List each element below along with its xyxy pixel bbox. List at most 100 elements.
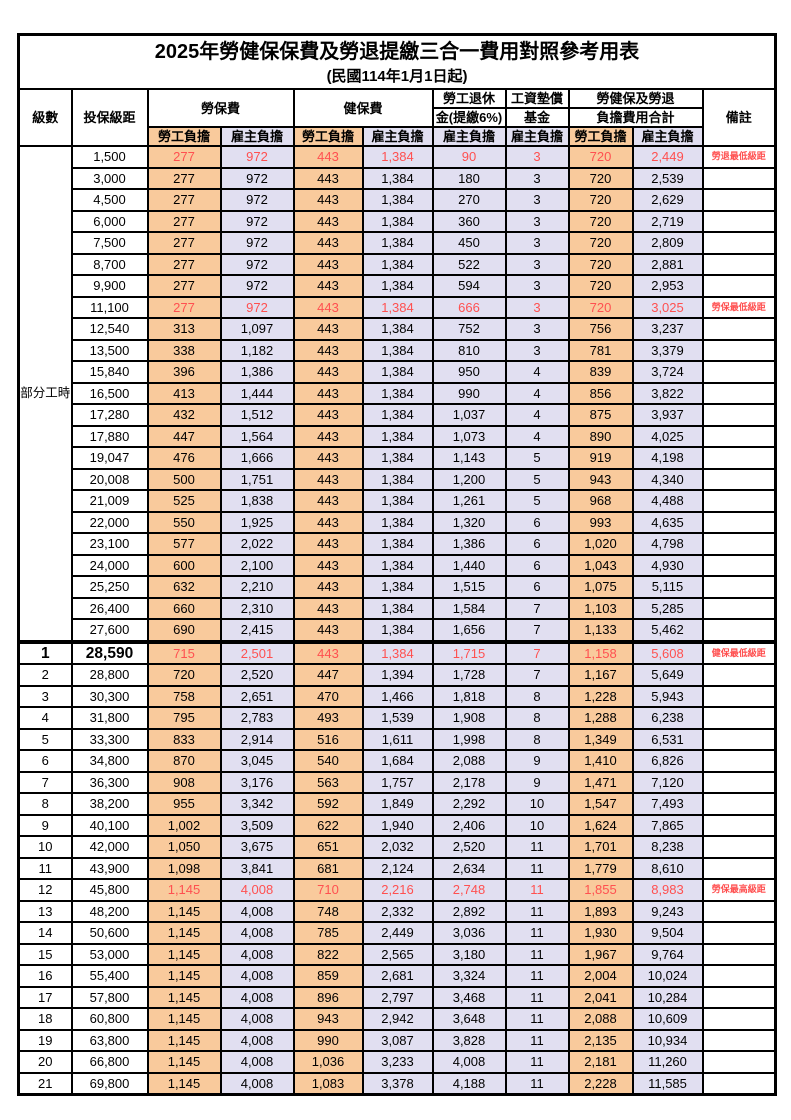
total-employer-cell: 10,609 xyxy=(631,1007,704,1031)
health-employee-cell: 710 xyxy=(292,878,364,902)
table-row: 7,500 277 972 443 1,384 450 3 720 2,809 xyxy=(19,231,777,255)
bracket-cell: 40,100 xyxy=(70,813,149,837)
bracket-cell: 66,800 xyxy=(70,1050,149,1074)
total-employee-cell: 720 xyxy=(567,295,634,319)
bracket-cell: 20,008 xyxy=(70,467,149,491)
bracket-cell: 6,000 xyxy=(70,209,149,233)
health-employee-cell: 443 xyxy=(292,231,364,255)
bracket-cell: 43,900 xyxy=(70,856,149,880)
pension-employer-cell: 3,324 xyxy=(431,964,507,988)
wage-fund-employer-cell: 10 xyxy=(504,813,570,837)
wage-fund-employer-cell: 11 xyxy=(504,1007,570,1031)
labor-employer-cell: 1,097 xyxy=(219,317,295,341)
pension-employer-cell: 1,386 xyxy=(431,532,507,556)
health-employer-cell: 1,384 xyxy=(361,209,434,233)
pension-employer-cell: 2,634 xyxy=(431,856,507,880)
health-employee-cell: 1,083 xyxy=(292,1071,364,1096)
bracket-cell: 55,400 xyxy=(70,964,149,988)
wage-fund-employer-cell: 7 xyxy=(504,618,570,643)
total-employer-cell: 3,822 xyxy=(631,381,704,405)
health-employer-cell: 1,384 xyxy=(361,553,434,577)
total-employer-cell: 9,504 xyxy=(631,921,704,945)
health-employer-cell: 1,384 xyxy=(361,188,434,212)
table-row: 3,000 277 972 443 1,384 180 3 720 2,539 xyxy=(19,166,777,190)
bracket-cell: 21,009 xyxy=(70,489,149,513)
subheader-pension-employer: 雇主負擔 xyxy=(431,126,507,147)
health-employer-cell: 2,565 xyxy=(361,942,434,966)
pension-employer-cell: 1,037 xyxy=(431,403,507,427)
table-row: 23,100 577 2,022 443 1,384 1,386 6 1,020 4,798 xyxy=(19,532,777,556)
labor-employer-cell: 972 xyxy=(219,188,295,212)
total-employee-cell: 720 xyxy=(567,252,634,276)
table-row: 21 69,800 1,145 4,008 1,083 3,378 4,188 11 2,228… xyxy=(17,1071,777,1096)
labor-employer-cell: 3,841 xyxy=(219,856,295,880)
note-cell xyxy=(701,188,777,212)
table-row: 5 33,300 833 2,914 516 1,611 1,998 8 1,349 6,531 xyxy=(17,727,777,751)
table-row: 9 40,100 1,002 3,509 622 1,940 2,406 10 1,624 7,8… xyxy=(17,813,777,837)
labor-employer-cell: 2,100 xyxy=(219,553,295,577)
total-employee-cell: 1,967 xyxy=(567,942,634,966)
labor-employee-cell: 1,002 xyxy=(146,813,222,837)
health-employee-cell: 943 xyxy=(292,1007,364,1031)
header-pension-line2: 金(提繳6%) xyxy=(431,107,507,128)
wage-fund-employer-cell: 9 xyxy=(504,749,570,773)
health-employer-cell: 1,684 xyxy=(361,749,434,773)
labor-employer-cell: 4,008 xyxy=(219,921,295,945)
note-cell xyxy=(701,252,777,276)
pension-employer-cell: 1,440 xyxy=(431,553,507,577)
labor-employer-cell: 2,651 xyxy=(219,684,295,708)
table-row: 17 57,800 1,145 4,008 896 2,797 3,468 11 2,041 10… xyxy=(17,985,777,1009)
level-cell: 21 xyxy=(17,1071,73,1096)
pension-employer-cell: 1,200 xyxy=(431,467,507,491)
wage-fund-employer-cell: 11 xyxy=(504,1050,570,1074)
table-row: 19,047 476 1,666 443 1,384 1,143 5 919 4,198 xyxy=(19,446,777,470)
labor-employer-cell: 1,444 xyxy=(219,381,295,405)
header-pension-line1: 勞工退休 xyxy=(431,88,507,109)
total-employer-cell: 10,934 xyxy=(631,1028,704,1052)
note-cell: 勞退最低級距 xyxy=(701,145,777,169)
table-row: 24,000 600 2,100 443 1,384 1,440 6 1,043 4,930 xyxy=(19,553,777,577)
health-employer-cell: 1,384 xyxy=(361,467,434,491)
total-employee-cell: 1,547 xyxy=(567,792,634,816)
health-employer-cell: 1,394 xyxy=(361,663,434,687)
labor-employee-cell: 908 xyxy=(146,770,222,794)
table-row: 16,500 413 1,444 443 1,384 990 4 856 3,822 xyxy=(19,381,777,405)
labor-employer-cell: 4,008 xyxy=(219,1050,295,1074)
labor-employee-cell: 413 xyxy=(146,381,222,405)
pension-employer-cell: 90 xyxy=(431,145,507,169)
header-row-3: 勞工負擔 雇主負擔 勞工負擔 雇主負擔 雇主負擔 雇主負擔 勞工負擔 雇主負擔 xyxy=(19,126,776,147)
header-level: 級數 xyxy=(17,88,73,147)
labor-employee-cell: 758 xyxy=(146,684,222,708)
level-cell: 14 xyxy=(17,921,73,945)
pension-employer-cell: 1,584 xyxy=(431,596,507,620)
wage-fund-employer-cell: 3 xyxy=(504,209,570,233)
wage-fund-employer-cell: 4 xyxy=(504,360,570,384)
total-employer-cell: 3,937 xyxy=(631,403,704,427)
health-employee-cell: 493 xyxy=(292,706,364,730)
header-wage-fund-line1: 工資墊償 xyxy=(504,88,570,109)
total-employer-cell: 4,635 xyxy=(631,510,704,534)
note-cell xyxy=(701,381,777,405)
health-employer-cell: 1,384 xyxy=(361,381,434,405)
health-employee-cell: 622 xyxy=(292,813,364,837)
total-employer-cell: 2,809 xyxy=(631,231,704,255)
wage-fund-employer-cell: 3 xyxy=(504,188,570,212)
labor-employer-cell: 1,564 xyxy=(219,424,295,448)
labor-employee-cell: 1,145 xyxy=(146,899,222,923)
health-employee-cell: 443 xyxy=(292,596,364,620)
table-row: 10 42,000 1,050 3,675 651 2,032 2,520 11 1,701 8,… xyxy=(17,835,777,859)
table-row: 7 36,300 908 3,176 563 1,757 2,178 9 1,471 7,120 xyxy=(17,770,777,794)
note-cell xyxy=(701,1050,777,1074)
table-row: 27,600 690 2,415 443 1,384 1,656 7 1,133 5,462 xyxy=(19,618,777,643)
total-employer-cell: 6,238 xyxy=(631,706,704,730)
health-employee-cell: 443 xyxy=(292,317,364,341)
labor-employee-cell: 660 xyxy=(146,596,222,620)
bracket-cell: 60,800 xyxy=(70,1007,149,1031)
health-employer-cell: 2,332 xyxy=(361,899,434,923)
total-employer-cell: 2,881 xyxy=(631,252,704,276)
note-cell xyxy=(701,166,777,190)
health-employer-cell: 1,611 xyxy=(361,727,434,751)
total-employer-cell: 5,285 xyxy=(631,596,704,620)
table-row: 11 43,900 1,098 3,841 681 2,124 2,634 11 1,779 8,… xyxy=(17,856,777,880)
labor-employer-cell: 972 xyxy=(219,231,295,255)
